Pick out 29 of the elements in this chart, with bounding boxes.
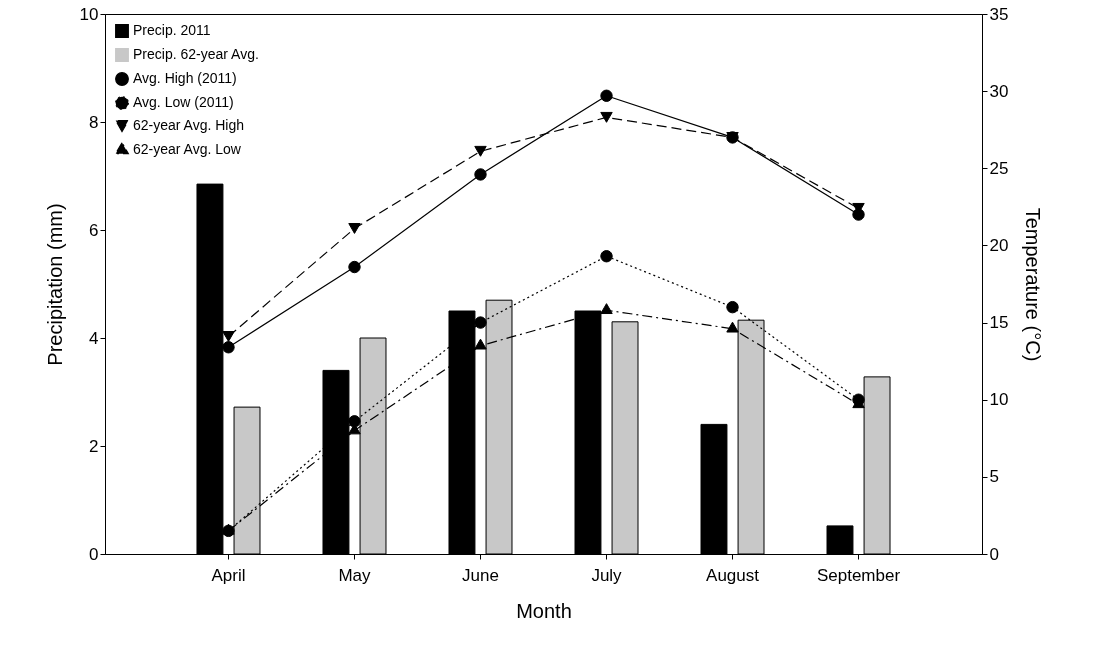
legend-label: Avg. Low (2011) bbox=[133, 94, 234, 110]
y2-tick-label: 5 bbox=[989, 467, 999, 487]
y2-tick-label: 0 bbox=[989, 544, 999, 564]
y-tick-label: 6 bbox=[89, 220, 99, 240]
legend-label: 62-year Avg. Low bbox=[133, 141, 242, 157]
x-tick-label: August bbox=[706, 565, 760, 585]
y2-tick-label: 15 bbox=[989, 313, 1009, 333]
x-tick-label: May bbox=[338, 565, 372, 585]
y2-tick-label: 20 bbox=[989, 235, 1009, 255]
y2-axis-title: Temperature (°C) bbox=[1022, 207, 1045, 362]
y-tick-label: 10 bbox=[79, 4, 99, 24]
x-tick-label: April bbox=[211, 565, 246, 585]
x-axis-title: Month bbox=[516, 599, 572, 622]
legend-label: 62-year Avg. High bbox=[133, 117, 245, 133]
y-tick-label: 4 bbox=[89, 328, 99, 348]
y2-tick-label: 30 bbox=[989, 81, 1009, 101]
y2-tick-label: 25 bbox=[989, 158, 1009, 178]
x-tick-label: September bbox=[816, 565, 901, 585]
y-tick-label: 2 bbox=[89, 436, 99, 456]
y2-tick-label: 35 bbox=[989, 4, 1009, 24]
legend-label: Avg. High (2011) bbox=[133, 70, 237, 86]
legend-label: Precip. 62-year Avg. bbox=[133, 46, 259, 62]
y-tick-label: 8 bbox=[89, 112, 99, 132]
y2-tick-label: 10 bbox=[989, 390, 1009, 410]
x-tick-label: July bbox=[591, 565, 623, 585]
y-axis-title: Precipitation (mm) bbox=[43, 203, 66, 366]
y-tick-label: 0 bbox=[89, 544, 99, 564]
x-tick-label: June bbox=[462, 565, 499, 585]
legend-label: Precip. 2011 bbox=[133, 22, 211, 38]
